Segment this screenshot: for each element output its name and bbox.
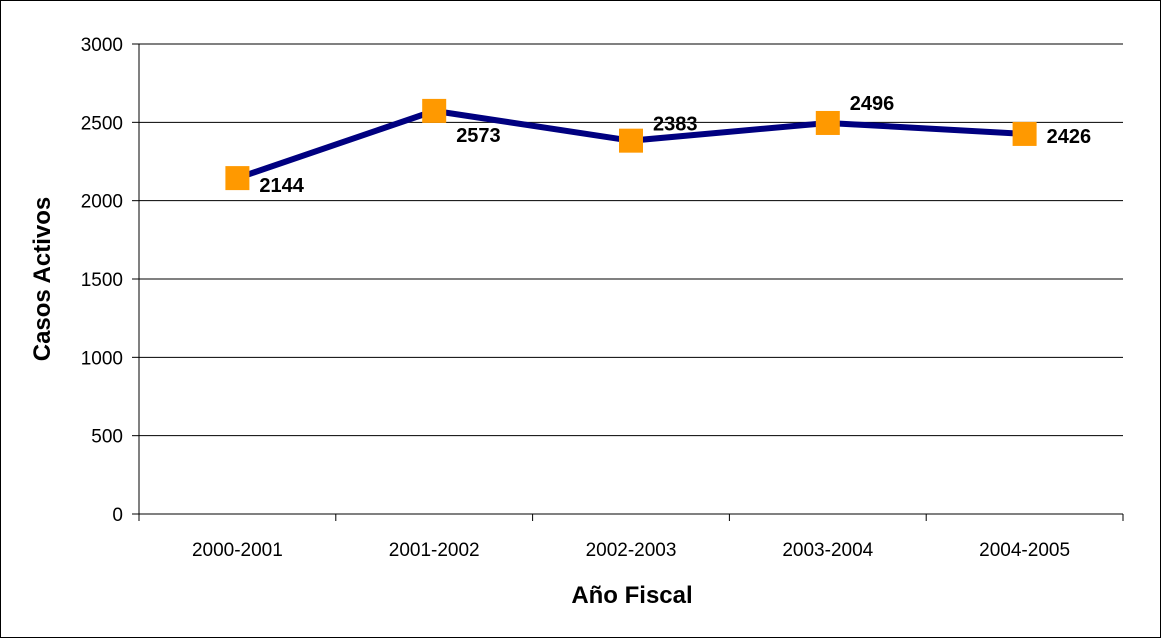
data-label-2002-2003: 2383 xyxy=(653,114,698,136)
data-label-2001-2002: 2573 xyxy=(456,125,501,147)
y-axis-title: Casos Activos xyxy=(29,197,56,362)
y-tick-label-1500: 1500 xyxy=(81,270,123,291)
marker-2001-2002 xyxy=(422,98,447,123)
marker-2002-2003 xyxy=(619,128,643,153)
y-tick-labels: 0 500 1000 1500 2000 2500 3000 xyxy=(81,35,123,526)
y-tick-label-3000: 3000 xyxy=(81,35,123,56)
y-tick-label-1000: 1000 xyxy=(81,348,123,369)
y-tick-label-2000: 2000 xyxy=(81,192,123,213)
y-tick-label-500: 500 xyxy=(91,427,123,448)
x-axis-title: Año Fiscal xyxy=(571,582,692,609)
marker-2003-2004 xyxy=(815,110,840,135)
y-tick-label-2500: 2500 xyxy=(81,113,123,134)
data-label-2004-2005: 2426 xyxy=(1047,126,1092,148)
x-tick-label-2002-2003: 2002-2003 xyxy=(586,540,677,561)
gridlines xyxy=(139,43,1123,437)
marker-2000-2001 xyxy=(225,166,250,191)
marker-2004-2005 xyxy=(1012,121,1037,146)
data-label-2003-2004: 2496 xyxy=(850,93,895,115)
x-tick-label-2000-2001: 2000-2001 xyxy=(192,540,283,561)
x-tick-labels: 2000-2001 2001-2002 2002-2003 2003-2004 2004… xyxy=(192,540,1070,561)
data-labels: 2144 2573 2383 2496 2426 xyxy=(259,93,1091,197)
x-tick-label-2003-2004: 2003-2004 xyxy=(782,540,873,561)
x-tick-label-2004-2005: 2004-2005 xyxy=(979,540,1070,561)
axes xyxy=(132,43,1124,521)
data-label-2000-2001: 2144 xyxy=(259,175,304,197)
series-casos-activos xyxy=(225,98,1037,191)
x-tick-label-2001-2002: 2001-2002 xyxy=(389,540,480,561)
y-tick-label-0: 0 xyxy=(112,505,123,526)
